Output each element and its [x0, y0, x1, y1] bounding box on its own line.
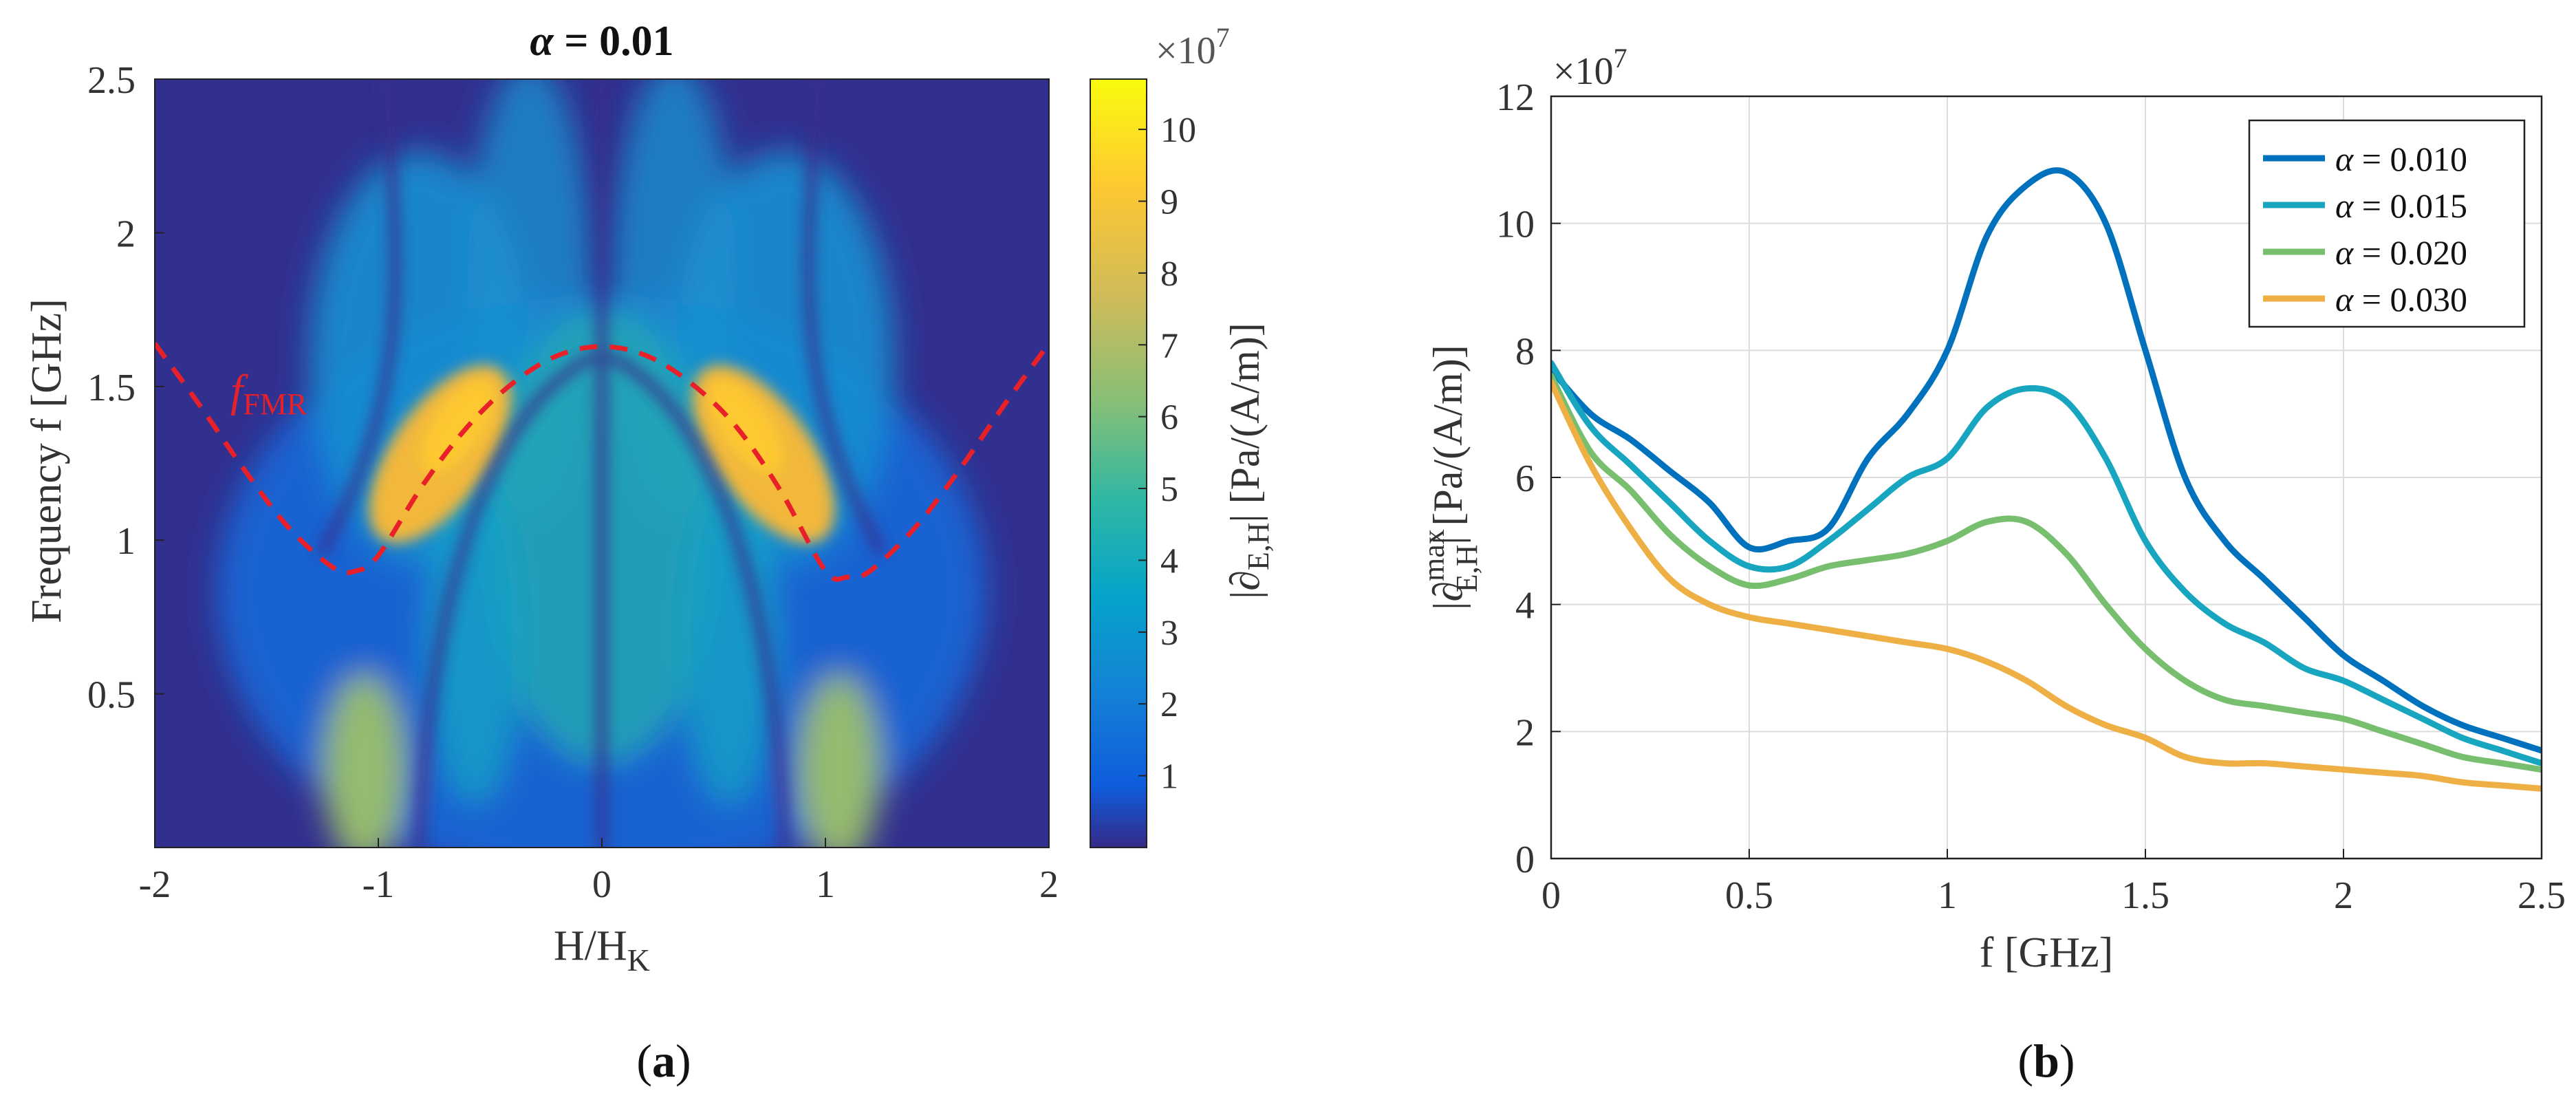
colorbar-tick-label: 9 [1160, 182, 1178, 222]
fmr-dashed-curve [155, 342, 1049, 582]
line-y-tick-label: 0 [1515, 839, 1535, 881]
series-line-2 [1551, 372, 2542, 773]
line-y-tick-label: 2 [1515, 711, 1535, 754]
panel-a-heatmap: -2 -1 0 1 2 0.511.522.5 fFMR α = 0.01 H/HK F… [23, 18, 1275, 1087]
legend-label-0: α = 0.010 [2335, 140, 2467, 178]
heatmap-title: α = 0.01 [530, 18, 673, 65]
colorbar-tick-label: 2 [1160, 685, 1178, 724]
colorbar-tick-label: 5 [1160, 470, 1178, 509]
colorbar-tick-label: 3 [1160, 614, 1178, 653]
caption-b: (b) [2017, 1035, 2075, 1087]
line-y-tick-label: 10 [1496, 204, 1535, 246]
heatmap-y-axis-label: Frequency f [GHz] [23, 299, 70, 623]
heatmap-y-tick-label: 1 [116, 520, 136, 563]
line-y-tick-label: 8 [1515, 330, 1535, 373]
heatmap-y-tick-label: 2 [116, 213, 136, 255]
panel-b-line-chart: 0 0.5 1 1.5 2 2.5 0 2 4 6 8 10 12 ×107 f [GHz] |∂ma… [1417, 43, 2566, 1087]
line-y-tick-label: 12 [1496, 76, 1535, 119]
line-y-tick-label: 6 [1515, 457, 1535, 500]
colorbar-tick-label: 7 [1160, 326, 1178, 365]
heatmap-x-tick-label: -1 [362, 863, 395, 906]
caption-a: (a) [636, 1035, 691, 1087]
heatmap-field [155, 79, 1049, 848]
line-x-tick-label: 0 [1541, 874, 1561, 917]
heatmap-x-tick-label: -2 [139, 863, 171, 906]
heatmap-x-tick-label: 2 [1039, 863, 1059, 906]
series-line-3 [1551, 379, 2542, 792]
heatmap-y-tick-label: 1.5 [87, 367, 136, 409]
legend-label-1: α = 0.015 [2335, 186, 2467, 225]
colorbar-tick-label: 6 [1160, 398, 1178, 438]
heatmap-x-tick-label: 0 [592, 863, 611, 906]
colorbar-tick-label: 10 [1160, 111, 1196, 150]
colorbar-tick-label: 4 [1160, 541, 1178, 581]
heatmap-y-ticks: 0.5 1 1.5 2 2.5 [87, 59, 164, 717]
heatmap-x-axis-label: H/HK [554, 923, 650, 978]
line-x-tick-label: 2.5 [2518, 874, 2566, 917]
line-x-ticks: 0 0.5 1 1.5 2 2.5 [1541, 849, 2566, 917]
line-x-tick-label: 2 [2334, 874, 2353, 917]
colorbar-tick-label: 1 [1160, 757, 1178, 797]
heatmap-x-ticks: -2 -1 0 1 2 [139, 838, 1059, 906]
line-y-exponent: ×107 [1553, 43, 1627, 93]
series-line-1 [1551, 360, 2542, 766]
line-series-group [1551, 167, 2542, 792]
line-x-axis-label: f [GHz] [1980, 929, 2114, 976]
heatmap-y-tick-label: 2.5 [87, 59, 136, 102]
series-line-0 [1551, 167, 2542, 754]
line-x-tick-label: 1 [1938, 874, 1957, 917]
colorbar-tick-label: 8 [1160, 255, 1178, 294]
heatmap-y-tick-label: 0.5 [87, 674, 136, 717]
heatmap-x-tick-label: 1 [816, 863, 835, 906]
colorbar [1090, 78, 1147, 848]
legend: α = 0.010 α = 0.015 α = 0.020 α = 0.030 [2248, 119, 2526, 328]
legend-label-2: α = 0.020 [2335, 233, 2467, 272]
colorbar-ticks: 1 2 3 4 5 6 7 8 9 10 [1138, 111, 1196, 797]
line-y-ticks: 0 2 4 6 8 10 12 [1496, 76, 1561, 881]
colorbar-exponent: ×107 [1156, 22, 1230, 72]
line-x-tick-label: 1.5 [2121, 874, 2169, 917]
colorbar-label: |∂E,H| [Pa/(A/m)] [1222, 323, 1275, 599]
line-y-tick-label: 4 [1515, 585, 1535, 627]
line-x-tick-label: 0.5 [1725, 874, 1773, 917]
legend-label-3: α = 0.030 [2335, 280, 2467, 319]
legend-box [2248, 119, 2526, 328]
line-y-axis-label: |∂maxE,H| [Pa/(A/m)] [1417, 345, 1484, 610]
